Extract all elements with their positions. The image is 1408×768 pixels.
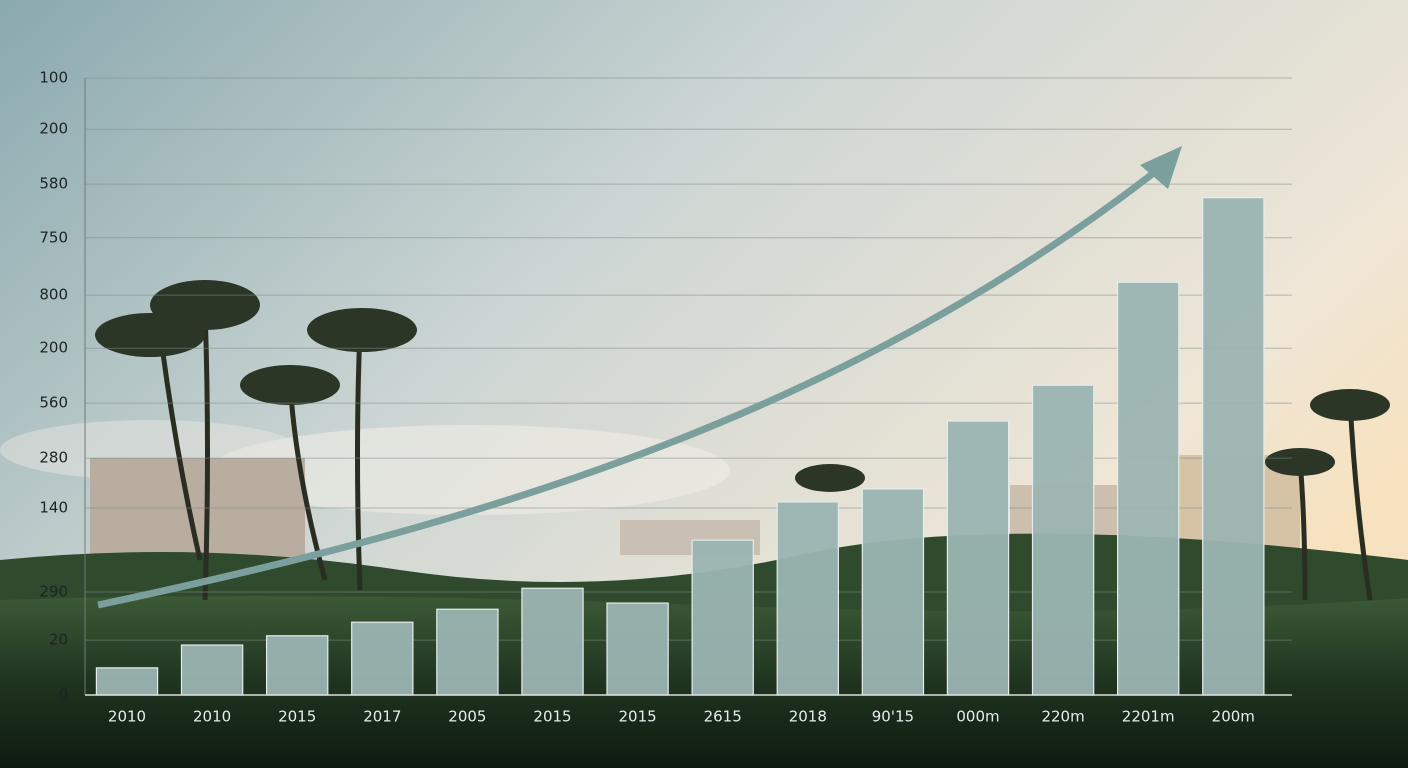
x-tick-label: 2615 [704, 708, 742, 726]
bar [265, 635, 329, 696]
bar [95, 667, 159, 696]
x-tick-label: 200m [1212, 708, 1255, 726]
bar [1202, 197, 1265, 696]
bar [1031, 384, 1095, 696]
x-tick-label: 2017 [363, 708, 401, 726]
x-tick-label: 2015 [278, 708, 316, 726]
x-tick-label: 2201m [1122, 708, 1175, 726]
y-tick-label: 280 [39, 449, 68, 467]
y-tick-label: 0 [58, 686, 68, 704]
x-tick-label: 2005 [448, 708, 486, 726]
x-tick-label: 2015 [533, 708, 571, 726]
x-tick-label: 000m [956, 708, 999, 726]
x-tick-label: 2010 [108, 708, 146, 726]
y-tick-label: 800 [39, 286, 68, 304]
y-tick-label: 290 [39, 582, 68, 600]
bar [691, 539, 754, 696]
x-tick-label: 220m [1041, 708, 1084, 726]
y-tick-label: 20 [49, 631, 68, 649]
y-tick-label: 200 [39, 120, 68, 138]
y-tick-label: 560 [39, 394, 68, 412]
y-tick-label: 140 [39, 499, 68, 517]
plot-area: 0 20 290 140 280 560 200 800 750 580 200 100 2010 201… [39, 69, 1292, 726]
bar [436, 608, 499, 696]
bar [1116, 281, 1180, 696]
bar [606, 602, 669, 696]
bar [351, 621, 414, 696]
palm-crowns [95, 280, 1390, 492]
bar [521, 587, 584, 696]
bar [946, 420, 1010, 696]
y-tick-label: 100 [39, 69, 68, 87]
bar [776, 501, 840, 696]
y-tick-label: 200 [39, 339, 68, 357]
x-tick-label: 2018 [789, 708, 827, 726]
x-tick-label: 2015 [619, 708, 657, 726]
y-tick-label: 580 [39, 175, 68, 193]
bar [180, 644, 244, 696]
y-tick-label: 750 [39, 228, 68, 246]
trend-arrow-head [1140, 146, 1182, 189]
x-tick-label: 2010 [193, 708, 231, 726]
x-tick-label: 90'15 [872, 708, 914, 726]
cloud [210, 425, 730, 515]
trend-arrow [97, 165, 1163, 609]
bar [861, 488, 925, 696]
